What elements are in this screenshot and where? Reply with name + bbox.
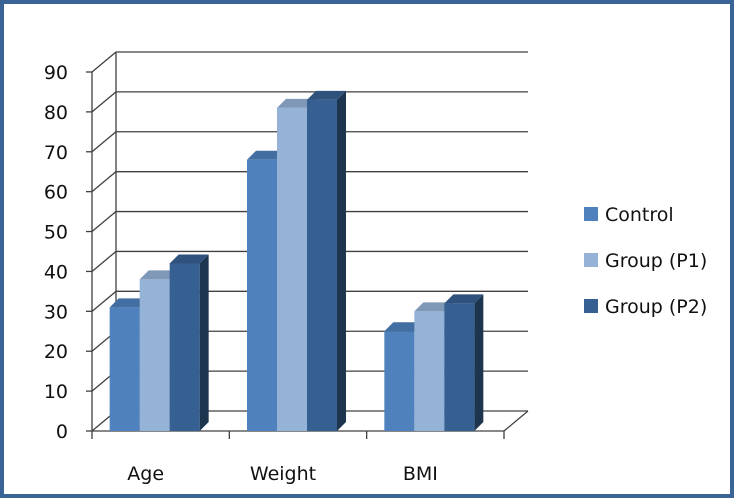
y-tick-label: 30 — [44, 301, 68, 323]
bar-front — [444, 303, 475, 431]
legend-swatch — [584, 299, 598, 313]
gridline-diagonal — [91, 91, 117, 113]
bar-top — [109, 298, 149, 308]
gridline-diagonal — [91, 250, 117, 272]
x-tick-label: Weight — [250, 463, 316, 485]
bar-top — [414, 302, 454, 312]
floor-right-edge — [503, 410, 529, 432]
bar-front — [247, 159, 277, 431]
legend-swatch — [584, 253, 598, 267]
y-tick-label: 20 — [44, 341, 68, 363]
legend-item: Control — [584, 204, 674, 226]
x-tick-labels: Age Weight BMI — [91, 431, 505, 485]
gridline-diagonal — [91, 51, 117, 73]
legend-label: Control — [605, 204, 674, 226]
legend-item: Group (P1) — [584, 250, 707, 272]
gridline-diagonal — [91, 211, 117, 233]
y-tick-label: 0 — [56, 421, 68, 443]
bar-front — [414, 311, 445, 431]
bar — [444, 294, 484, 431]
bar-top — [307, 90, 346, 100]
bar-top — [169, 254, 209, 264]
bar-top — [384, 322, 424, 332]
legend-label: Group (P1) — [605, 250, 707, 272]
bar-front — [277, 107, 307, 432]
x-tick-label: Age — [127, 463, 164, 485]
bar-top — [277, 98, 316, 108]
y-tick-labels: 0 10 20 30 40 50 60 70 80 90 — [44, 62, 92, 443]
gridline-diagonal — [91, 131, 117, 153]
legend-label: Group (P2) — [605, 296, 707, 318]
y-tick-label: 10 — [44, 381, 68, 403]
legend: Control Group (P1) Group (P2) — [584, 204, 707, 318]
bar-front — [109, 307, 140, 431]
bar-side — [337, 90, 346, 431]
y-tick-label: 90 — [44, 62, 68, 84]
bar-top — [444, 294, 484, 304]
legend-swatch — [584, 207, 598, 221]
bar — [169, 254, 209, 431]
y-tick-label: 70 — [44, 142, 68, 164]
bar-front — [169, 263, 200, 431]
bar-top — [247, 150, 286, 160]
y-tick-label: 50 — [44, 222, 68, 244]
bar-side — [474, 294, 484, 431]
x-tick-label: BMI — [403, 463, 438, 485]
gridline-diagonal — [91, 171, 117, 193]
bar-front — [384, 331, 415, 431]
y-tick-label: 60 — [44, 182, 68, 204]
bar — [307, 90, 346, 431]
bar-top — [139, 270, 179, 280]
bars — [109, 90, 484, 432]
bar-front — [139, 279, 170, 431]
bar-side — [199, 254, 209, 431]
bar-front — [307, 99, 337, 431]
y-tick-label: 80 — [44, 102, 68, 124]
y-tick-label: 40 — [44, 261, 68, 283]
gridline-diagonal — [91, 290, 117, 312]
legend-item: Group (P2) — [584, 296, 707, 318]
bar-chart: 0 10 20 30 40 50 60 70 80 90 Age Weight BMI Control Gr… — [44, 51, 707, 485]
